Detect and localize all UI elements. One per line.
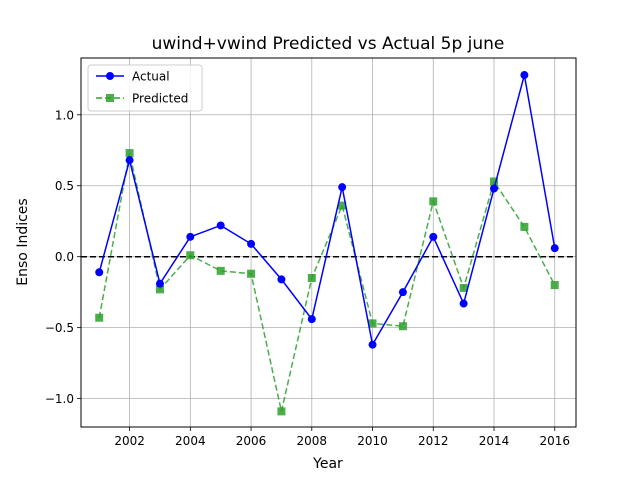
- data-point-predicted: [155, 285, 164, 294]
- x-tick-label: 2006: [236, 434, 267, 448]
- y-axis-ticks: −1.0 −0.5 0.0 0.5 1.0: [45, 108, 81, 406]
- data-point-predicted: [520, 222, 529, 231]
- data-point-actual: [368, 340, 377, 349]
- data-point-predicted: [368, 319, 377, 328]
- data-point-predicted: [247, 269, 256, 278]
- series-actual: [95, 71, 559, 349]
- data-point-actual: [398, 288, 407, 297]
- x-tick-label: 2014: [479, 434, 510, 448]
- data-point-predicted: [186, 251, 195, 260]
- x-tick-label: 2008: [297, 434, 328, 448]
- legend-entry-actual: Actual: [96, 70, 170, 84]
- data-point-predicted: [125, 149, 134, 158]
- legend-entry-predicted: Predicted: [96, 92, 188, 106]
- data-point-actual: [125, 156, 134, 165]
- data-point-actual: [247, 239, 256, 248]
- data-point-predicted: [338, 201, 347, 210]
- x-tick-label: 2002: [114, 434, 145, 448]
- data-point-predicted: [216, 266, 225, 275]
- y-tick-label: −0.5: [45, 321, 74, 335]
- series-predicted: [95, 149, 559, 416]
- series-line-actual: [98, 74, 556, 347]
- plot-frame: [80, 57, 577, 428]
- series-line-predicted: [98, 152, 556, 412]
- data-point-actual: [277, 275, 286, 284]
- data-point-actual: [307, 315, 316, 324]
- data-point-actual: [95, 268, 104, 277]
- data-point-actual: [490, 184, 499, 193]
- data-point-predicted: [429, 197, 438, 206]
- data-point-predicted: [490, 177, 499, 186]
- legend-swatch-marker: [106, 94, 114, 102]
- data-point-predicted: [95, 313, 104, 322]
- y-tick-label: 0.5: [55, 179, 74, 193]
- legend-label: Actual: [132, 70, 170, 84]
- data-point-predicted: [550, 281, 559, 290]
- data-point-actual: [429, 232, 438, 241]
- x-tick-label: 2016: [539, 434, 570, 448]
- data-point-actual: [155, 279, 164, 288]
- x-axis-ticks: 2002 2004 2006 2008 2010 2012 2014 2016: [114, 427, 570, 448]
- x-tick-label: 2012: [418, 434, 449, 448]
- data-point-actual: [338, 183, 347, 192]
- legend-label: Predicted: [132, 92, 188, 106]
- x-axis-label: Year: [312, 456, 343, 472]
- data-point-actual: [186, 232, 195, 241]
- data-point-predicted: [307, 273, 316, 282]
- y-tick-label: −1.0: [45, 392, 74, 406]
- y-axis-label: Enso Indices: [15, 198, 31, 285]
- chart-title: uwind+vwind Predicted vs Actual 5p june: [152, 34, 505, 54]
- x-tick-label: 2004: [175, 434, 206, 448]
- data-point-actual: [520, 71, 529, 80]
- data-point-predicted: [277, 407, 286, 416]
- y-tick-label: 1.0: [55, 108, 74, 122]
- x-tick-label: 2010: [357, 434, 388, 448]
- legend: Actual Predicted: [87, 64, 203, 112]
- data-point-actual: [216, 221, 225, 230]
- legend-swatch-marker: [106, 72, 114, 80]
- data-point-predicted: [398, 322, 407, 331]
- data-point-actual: [550, 244, 559, 253]
- data-point-predicted: [459, 283, 468, 292]
- data-point-actual: [459, 299, 468, 308]
- series-layer: [95, 71, 559, 416]
- y-tick-label: 0.0: [55, 250, 74, 264]
